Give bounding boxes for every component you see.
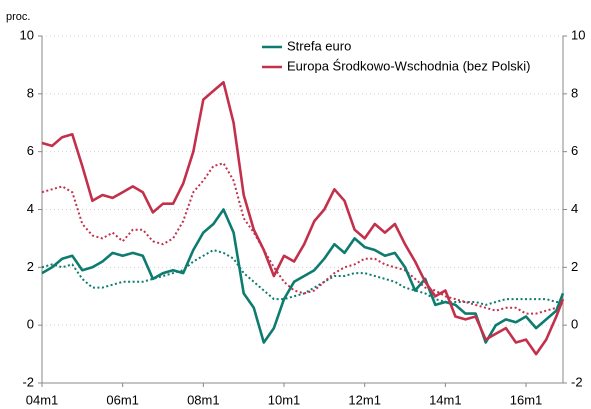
y2-tick-label: -2 <box>571 374 583 389</box>
y-unit-label: proc. <box>6 11 30 23</box>
line-series <box>41 81 565 356</box>
legend-label: Europa Środkowo-Wschodnia (bez Polski) <box>287 58 531 73</box>
y2-tick-label: 8 <box>571 85 578 100</box>
y-tick-label: 4 <box>27 201 34 216</box>
x-tick-label: 12m1 <box>348 392 381 407</box>
x-tick-label: 08m1 <box>187 392 220 407</box>
y-tick-label: -2 <box>22 374 34 389</box>
line-series <box>41 162 564 315</box>
y2-tick-label: 0 <box>571 317 578 332</box>
y2-tick-label: 2 <box>571 259 578 274</box>
y2-tick-label: 10 <box>571 27 585 42</box>
x-tick-label: 16m1 <box>510 392 543 407</box>
y2-tick-label: 4 <box>571 201 578 216</box>
legend-label: Strefa euro <box>287 38 351 53</box>
y-tick-label: 2 <box>27 259 34 274</box>
y-tick-label: 10 <box>20 27 34 42</box>
y2-tick-label: 6 <box>571 143 578 158</box>
line-series <box>41 208 565 344</box>
y-tick-label: 6 <box>27 143 34 158</box>
y-tick-label: 8 <box>27 85 34 100</box>
x-tick-label: 06m1 <box>106 392 139 407</box>
y-tick-label: 0 <box>27 317 34 332</box>
x-tick-label: 10m1 <box>268 392 301 407</box>
x-tick-label: 04m1 <box>26 392 59 407</box>
x-tick-label: 14m1 <box>429 392 462 407</box>
